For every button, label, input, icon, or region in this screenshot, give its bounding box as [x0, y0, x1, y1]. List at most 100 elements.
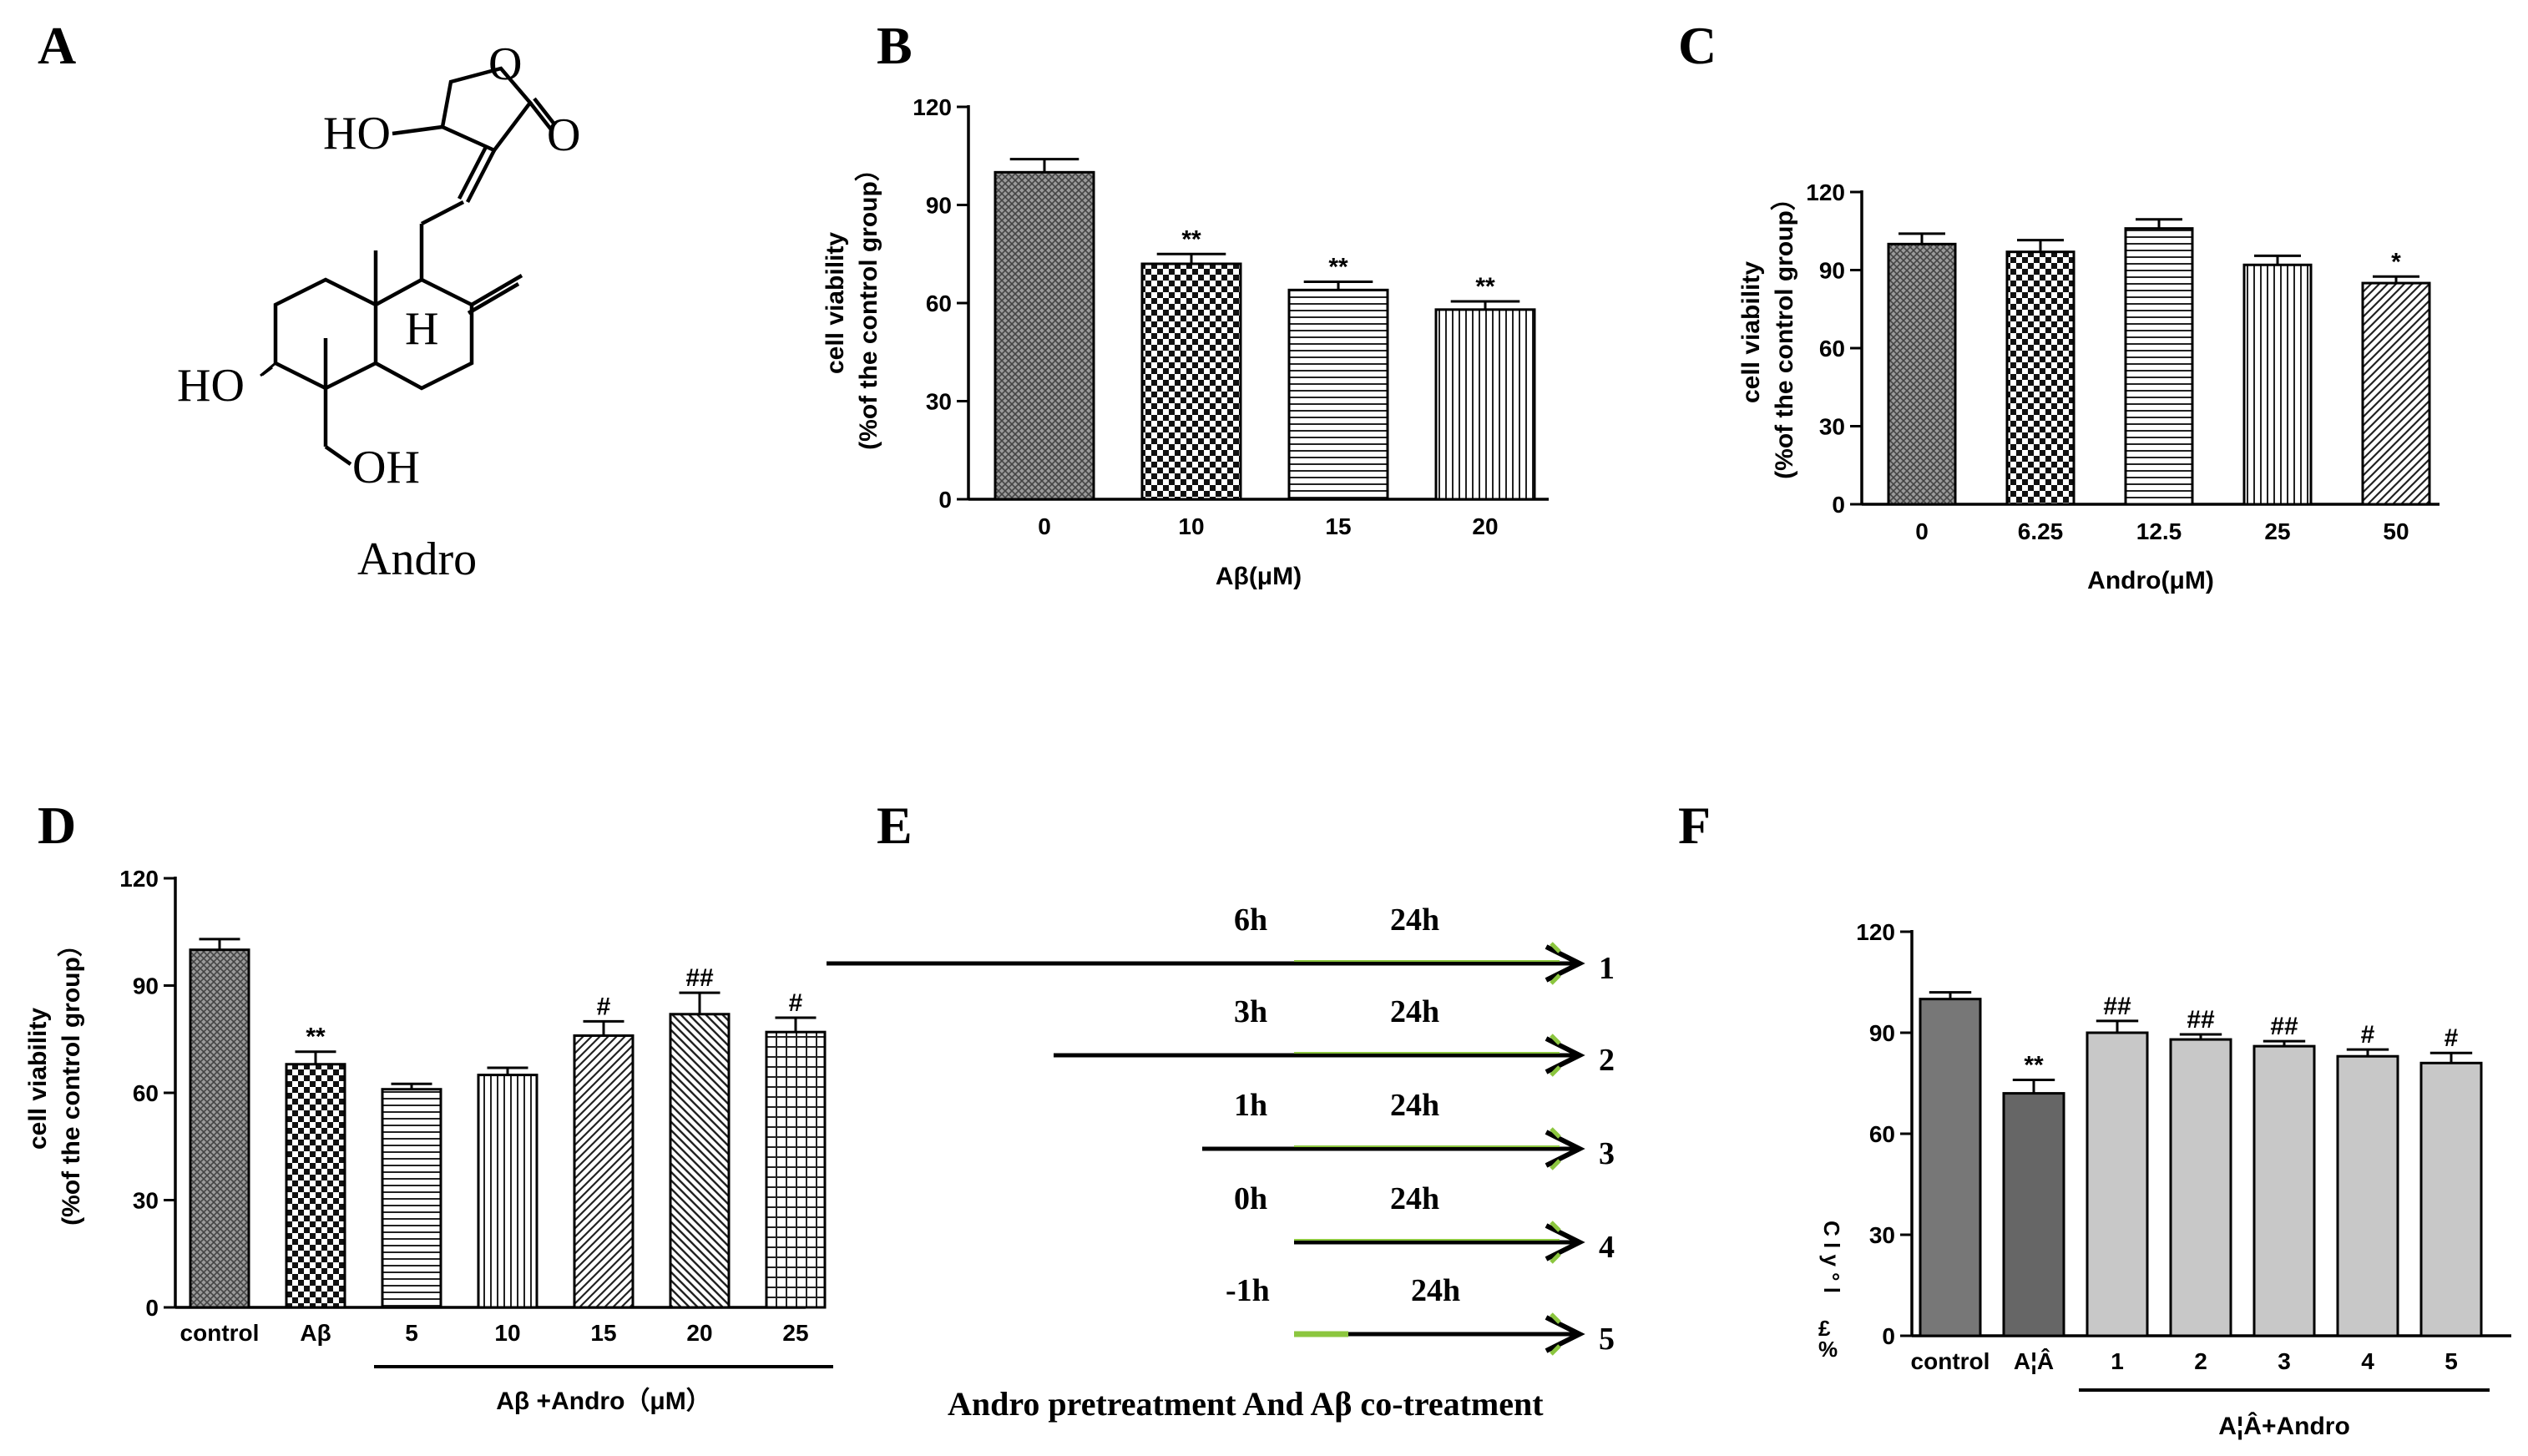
bar-b-3: [1434, 308, 1536, 501]
andrographolide-structure: [260, 66, 557, 466]
x-tick-label: 12.5: [2136, 518, 2182, 544]
pretreatment-time: 3h: [1234, 994, 1267, 1029]
structure-name: Andro: [357, 533, 477, 585]
atom-ho-top: HO: [323, 108, 391, 159]
chart-d: 0 30 60 90 120 control ** Aβ 5 10 #15 ## 20 #25 Aβ +An…: [24, 866, 833, 1415]
x-axis-title: Andro(μM): [2087, 567, 2214, 594]
arrowhead-accent: [1550, 1034, 1561, 1045]
x-tick-label: 25: [2264, 518, 2290, 544]
bar-d-6: [765, 1030, 827, 1309]
panel-label-d: D: [38, 796, 76, 855]
significance-label: #: [789, 989, 803, 1017]
chart-c: 0 30 60 90 120 0 6.25 12.5 25 * 50 Andro(μM) cell vi…: [1737, 179, 2440, 594]
y-tick-label: 30: [133, 1188, 159, 1214]
pretreatment-time: 6h: [1234, 902, 1267, 938]
y-tick-label: 90: [1869, 1020, 1895, 1046]
methylene-double: [467, 274, 523, 315]
bar-c-3: [2242, 263, 2313, 506]
y-tick-label: 0: [938, 487, 952, 513]
y-tick-label: 30: [1819, 414, 1845, 440]
significance-label: **: [1181, 225, 1201, 253]
significance-label: #: [597, 993, 611, 1020]
arrowhead-accent: [1550, 942, 1561, 953]
y-axis-symbol: £: [1818, 1316, 1831, 1341]
condition-number: 2: [1599, 1043, 1615, 1078]
atom-oh: OH: [352, 442, 420, 493]
cotreatment-time: 24h: [1411, 1273, 1460, 1308]
y-tick-label: 60: [1819, 336, 1845, 361]
x-tick-label: 2: [2194, 1348, 2207, 1374]
y-tick-label: 60: [926, 291, 952, 316]
bar-f-3: [2169, 1038, 2232, 1337]
condition-number: 3: [1599, 1136, 1615, 1171]
significance-label: **: [1328, 254, 1348, 281]
x-tick-label: 5: [2445, 1348, 2458, 1374]
x-tick-label: Aβ: [300, 1320, 331, 1346]
exocyclic-double: [466, 149, 496, 204]
condition-number: 5: [1599, 1322, 1615, 1357]
structure-atoms: HO O O H HO OH Andro: [177, 38, 580, 585]
bar-f-4: [2252, 1044, 2316, 1337]
y-tick-label: 30: [1869, 1222, 1895, 1248]
ho-bond-top: [392, 124, 443, 136]
significance-label: *: [2391, 248, 2401, 276]
panel-label-f: F: [1678, 796, 1711, 855]
x-tick-label: 5: [405, 1320, 418, 1346]
carbonyl-bond: [528, 101, 553, 131]
y-tick-label: 120: [913, 94, 952, 120]
y-tick-label: 90: [926, 193, 952, 219]
y-axis-title: cell viability: [822, 232, 849, 374]
y-tick-label: 30: [926, 389, 952, 415]
ring-a: [273, 277, 377, 391]
arrowhead-accent: [1550, 1127, 1561, 1139]
bar-c-4: [2361, 281, 2431, 506]
hashed-bond: [260, 361, 276, 377]
significance-label: ##: [2270, 1013, 2298, 1040]
arrowhead-accent: [1550, 1312, 1561, 1324]
y-tick-label: 0: [1882, 1323, 1895, 1349]
x-tick-label: 0: [1915, 518, 1929, 544]
y-tick-label: 90: [1819, 258, 1845, 284]
bar-f-6: [2419, 1061, 2483, 1337]
cotreatment-time: 24h: [1390, 994, 1439, 1029]
bar-f-0: [1919, 998, 1982, 1337]
arrowhead-accent: [1550, 1221, 1561, 1232]
significance-label: **: [1475, 273, 1495, 301]
panel-label-b: B: [877, 16, 913, 75]
significance-label: ##: [2103, 993, 2131, 1020]
bar-d-2: [381, 1088, 442, 1309]
x-tick-label: 4: [2361, 1348, 2374, 1374]
group-label: Aβ +Andro（μM）: [496, 1387, 711, 1415]
arrowhead-accent: [1550, 973, 1561, 985]
atom-h: H: [405, 303, 438, 355]
condition-number: 1: [1599, 951, 1615, 986]
pretreatment-time: 1h: [1234, 1088, 1267, 1123]
bar-d-4: [573, 1034, 635, 1309]
y-axis-title: (%of the control group）: [1770, 185, 1798, 479]
y-axis-title-garbled: C l y ° l: [1819, 1221, 1844, 1293]
bar-d-5: [669, 1013, 731, 1309]
bar-d-0: [189, 948, 250, 1309]
x-tick-label: 6.25: [2018, 518, 2064, 544]
y-tick-label: 120: [1856, 919, 1895, 945]
chart-f: 0 30 60 90 120 control ** A¦Â ## 1 ## 2 ## 3 #4 #5 A¦Â+A…: [1818, 919, 2511, 1440]
x-tick-label: 15: [1325, 513, 1351, 539]
lactone-ring: [440, 66, 533, 153]
y-tick-label: 60: [133, 1080, 159, 1106]
cotreatment-time: 24h: [1390, 1088, 1439, 1123]
significance-label: #: [2445, 1024, 2459, 1052]
chart-b: 0 30 60 90 120 0 ** 10 ** 15 ** 20 Aβ(μM) cell viabil…: [822, 94, 1549, 590]
condition-number: 4: [1599, 1230, 1615, 1265]
arrowhead-accent: [1550, 1344, 1561, 1356]
y-axis-title: cell viability: [24, 1008, 52, 1150]
group-label: A¦Â+Andro: [2218, 1412, 2350, 1440]
atom-o-carbonyl: O: [547, 109, 580, 161]
arrowhead-accent: [1550, 1252, 1561, 1264]
timeline-schematic: 6h 24h 1 3h 24h 2 1h 24h 3 0h 24h 4 -1h 24h 5: [827, 902, 1615, 1357]
significance-label: ##: [685, 964, 714, 992]
bar-d-1: [285, 1063, 346, 1309]
arrowhead-accent: [1550, 1065, 1561, 1077]
cotreatment-time: 24h: [1390, 902, 1439, 938]
atom-o-ring: O: [488, 38, 522, 90]
